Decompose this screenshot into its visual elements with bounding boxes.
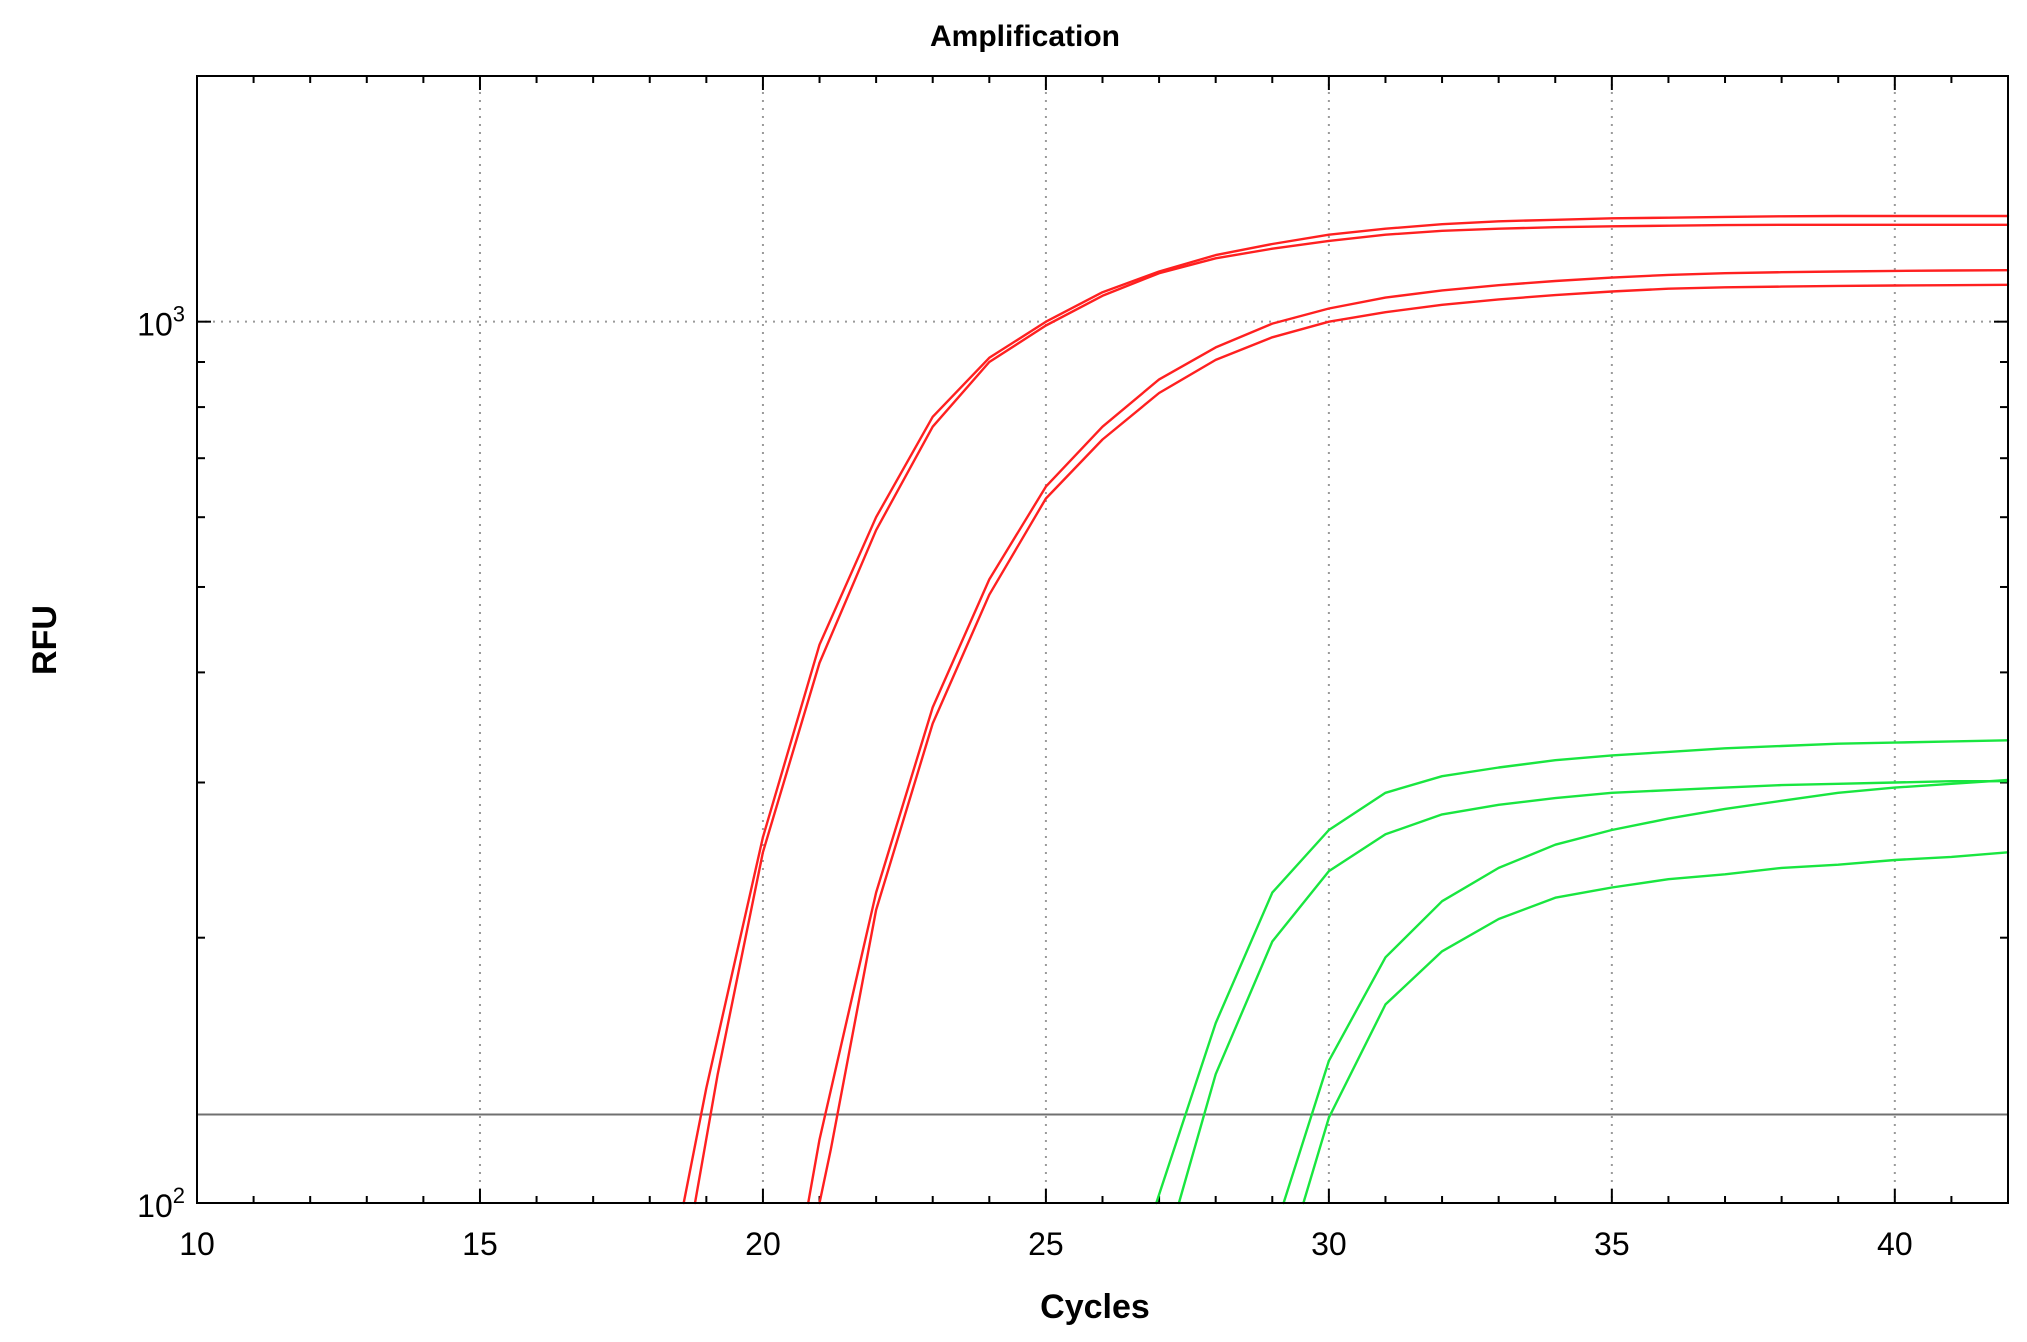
y-tick-labels: 102 103 [137,302,185,1224]
x-tick-label: 35 [1594,1226,1630,1262]
y-tick-label: 103 [137,302,185,343]
y-axis-label: RFU [26,605,64,675]
y-tick-label: 102 [137,1183,185,1224]
x-tick-label: 30 [1311,1226,1347,1262]
series-line-7 [1282,778,2010,1205]
x-tick-labels: 10 15 20 25 30 35 40 [179,1226,1912,1262]
series-line-4 [818,283,2010,1205]
x-axis-label: Cycles [1040,1288,1150,1326]
x-tick-label: 15 [462,1226,498,1262]
series-line-3 [807,269,2010,1205]
series-layer [682,214,2010,1205]
x-tick-label: 20 [745,1226,781,1262]
x-tick-label: 10 [179,1226,215,1262]
x-tick-label: 25 [1028,1226,1064,1262]
series-line-1 [682,214,2010,1205]
series-line-2 [693,223,2010,1205]
grid-layer [197,76,2008,1203]
minor-tick-layer [196,76,2008,1204]
series-line-6 [1177,780,2010,1205]
chart-title: Amplification [930,20,1120,53]
plot-frame [196,75,2009,1204]
x-tick-label: 40 [1877,1226,1913,1262]
series-line-8 [1302,851,2010,1205]
series-line-5 [1155,739,2010,1205]
